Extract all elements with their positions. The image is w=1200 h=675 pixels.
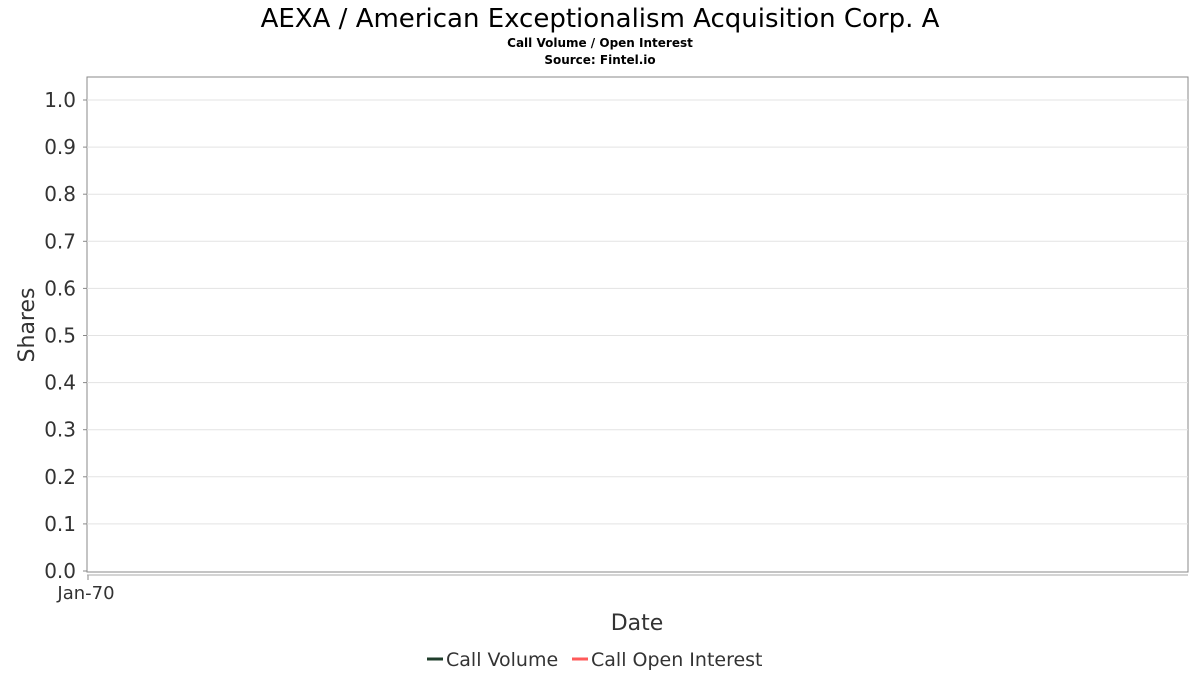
plot-area [86, 76, 1189, 573]
x-axis-label: Date [611, 611, 664, 636]
y-axis-label: Shares [15, 288, 40, 363]
legend: Call Volume Call Open Interest [427, 649, 763, 671]
y-tick-label: 0.6 [44, 276, 76, 300]
y-tick-label: 0.4 [44, 371, 76, 395]
y-axis-ticks: 0.0 0.1 0.2 0.3 0.4 0.5 0.6 0.7 0.8 0.9 1.0 [44, 88, 87, 583]
y-tick-label: 0.9 [44, 135, 76, 159]
y-tick-label: 0.1 [44, 512, 76, 536]
y-tick-label: 0.5 [44, 324, 76, 348]
legend-label-call-open-interest: Call Open Interest [591, 649, 763, 671]
grid-lines [87, 99, 1188, 525]
x-tick-label: Jan-70 [56, 583, 114, 604]
x-axis-ticks: Jan-70 [56, 575, 115, 604]
y-tick-label: 0.0 [44, 559, 76, 583]
y-tick-label: 0.3 [44, 418, 76, 442]
legend-label-call-volume: Call Volume [446, 649, 558, 671]
chart-title: AEXA / American Exceptionalism Acquisiti… [261, 4, 940, 34]
y-tick-label: 0.7 [44, 229, 76, 253]
y-tick-label: 1.0 [44, 88, 76, 112]
chart-subtitle-line-2: Source: Fintel.io [544, 53, 655, 67]
y-tick-label: 0.2 [44, 465, 76, 489]
chart-subtitle-line-1: Call Volume / Open Interest [507, 36, 693, 50]
y-tick-label: 0.8 [44, 182, 76, 206]
